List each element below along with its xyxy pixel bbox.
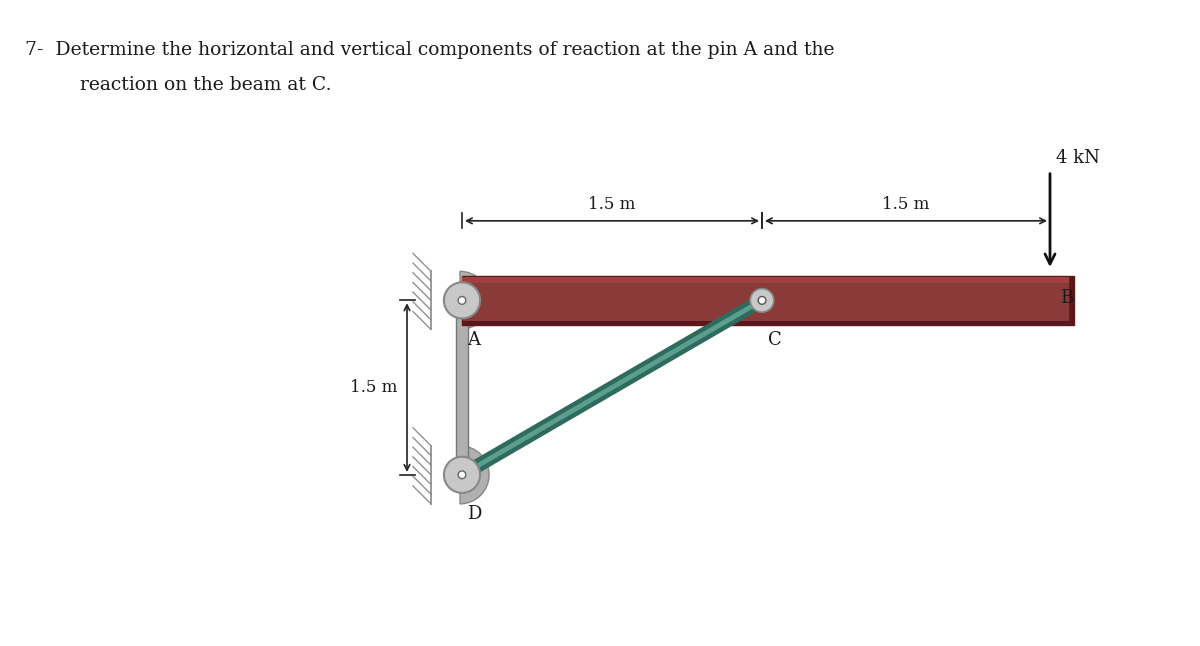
Text: 1.5 m: 1.5 m — [349, 379, 397, 396]
Text: A: A — [467, 331, 480, 349]
Circle shape — [458, 471, 466, 479]
Text: reaction on the beam at C.: reaction on the beam at C. — [50, 76, 331, 94]
Text: D: D — [467, 505, 481, 523]
Bar — [460, 464, 472, 486]
Text: 1.5 m: 1.5 m — [588, 196, 636, 213]
Circle shape — [758, 297, 766, 304]
Circle shape — [444, 457, 480, 493]
Text: C: C — [768, 331, 781, 349]
Bar — [462, 277, 1074, 283]
Bar — [462, 276, 1074, 325]
Circle shape — [458, 297, 466, 304]
Text: 7-  Determine the horizontal and vertical components of reaction at the pin A an: 7- Determine the horizontal and vertical… — [25, 41, 834, 59]
Wedge shape — [460, 271, 490, 329]
Circle shape — [750, 289, 774, 312]
Bar — [462, 320, 1074, 325]
Bar — [456, 300, 468, 475]
Circle shape — [444, 282, 480, 318]
Bar — [1069, 276, 1074, 325]
Text: B: B — [1060, 289, 1073, 307]
Wedge shape — [460, 446, 490, 504]
Text: 1.5 m: 1.5 m — [882, 196, 930, 213]
Text: 4 kN: 4 kN — [1056, 149, 1100, 167]
Bar — [460, 289, 472, 311]
